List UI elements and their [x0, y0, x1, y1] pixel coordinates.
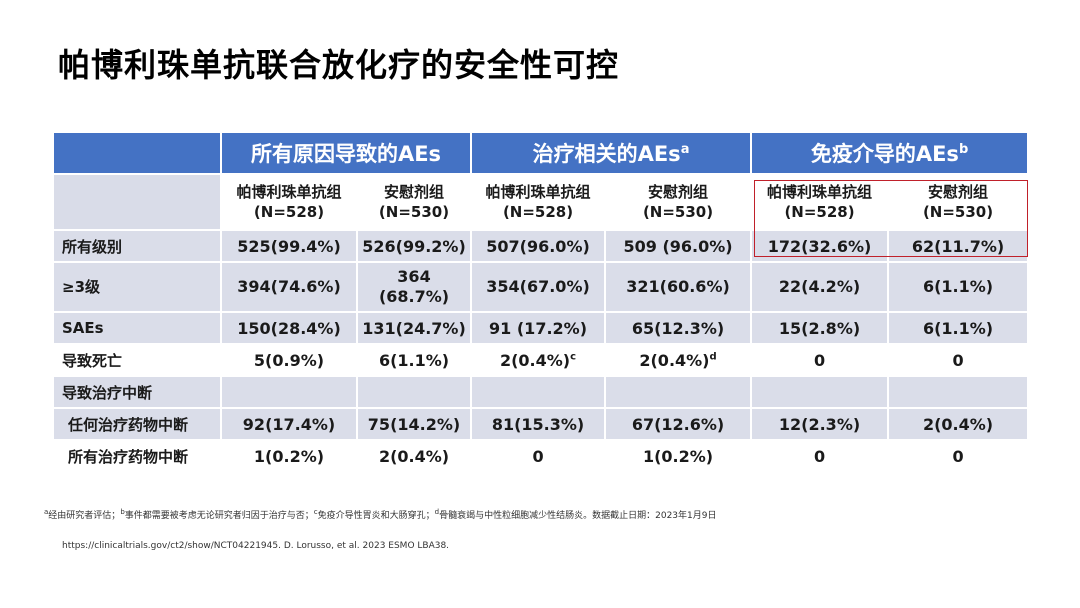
arm-header: 安慰剂组 (N=530) [604, 174, 753, 231]
table-cell: 525(99.4%) [220, 230, 358, 263]
table-cell: 131(24.7%) [355, 312, 473, 345]
table-cell: 12(2.3%) [750, 408, 890, 441]
table-cell: 0 [750, 440, 890, 473]
arm-header: 安慰剂组 (N=530) [355, 174, 473, 231]
table-cell [220, 376, 358, 409]
table-cell: 2(0.4%) [887, 408, 1030, 441]
arm-header: 安慰剂组 (N=530) [887, 174, 1030, 231]
table-cell: 2(0.4%)d [604, 344, 753, 377]
arm-header-corner [52, 174, 222, 231]
table-cell: 150(28.4%) [220, 312, 358, 345]
slide-title: 帕博利珠单抗联合放化疗的安全性可控 [58, 46, 620, 84]
row-label: 所有级别 [52, 230, 222, 263]
group-header-immune-mediated: 免疫介导的AEsb [750, 133, 1030, 175]
table-cell [887, 376, 1030, 409]
table-cell [604, 376, 753, 409]
group-header-treatment-related: 治疗相关的AEsa [470, 133, 753, 175]
table-row-death: 导致死亡 5(0.9%) 6(1.1%) 2(0.4%)c 2(0.4%)d 0… [52, 344, 1030, 377]
table-cell: 172(32.6%) [750, 230, 890, 263]
row-label: 导致治疗中断 [52, 376, 222, 409]
table-cell: 2(0.4%)c [470, 344, 607, 377]
table-row-all-grades: 所有级别 525(99.4%) 526(99.2%) 507(96.0%) 50… [52, 230, 1030, 263]
table-cell: 22(4.2%) [750, 262, 890, 313]
table-cell: 67(12.6%) [604, 408, 753, 441]
table-row-grade3plus: ≥3级 394(74.6%) 364 (68.7%) 354(67.0%) 321… [52, 262, 1030, 313]
table-cell: 526(99.2%) [355, 230, 473, 263]
table-cell: 81(15.3%) [470, 408, 607, 441]
table-cell [470, 376, 607, 409]
table-cell: 6(1.1%) [887, 312, 1030, 345]
table-cell: 1(0.2%) [220, 440, 358, 473]
group-header-row: 所有原因导致的AEs 治疗相关的AEsa 免疫介导的AEsb [52, 133, 1030, 175]
row-label: SAEs [52, 312, 222, 345]
table-cell: 6(1.1%) [355, 344, 473, 377]
arm-header: 帕博利珠单抗组 (N=528) [220, 174, 358, 231]
table-cell: 354(67.0%) [470, 262, 607, 313]
table-row-all-discontinuation: 所有治疗药物中断 1(0.2%) 2(0.4%) 0 1(0.2%) 0 0 [52, 440, 1030, 473]
table-cell: 0 [750, 344, 890, 377]
table-cell: 364 (68.7%) [355, 262, 473, 313]
table-row-saes: SAEs 150(28.4%) 131(24.7%) 91 (17.2%) 65… [52, 312, 1030, 345]
table-cell [750, 376, 890, 409]
table-cell: 65(12.3%) [604, 312, 753, 345]
table-cell: 321(60.6%) [604, 262, 753, 313]
table-cell: 75(14.2%) [355, 408, 473, 441]
table-cell: 92(17.4%) [220, 408, 358, 441]
table-cell: 0 [887, 344, 1030, 377]
table-cell: 509 (96.0%) [604, 230, 753, 263]
reference-citation: https://clinicaltrials.gov/ct2/show/NCT0… [62, 541, 450, 551]
arm-header: 帕博利珠单抗组 (N=528) [750, 174, 890, 231]
table-cell: 6(1.1%) [887, 262, 1030, 313]
table-cell: 15(2.8%) [750, 312, 890, 345]
row-label: ≥3级 [52, 262, 222, 313]
arm-header: 帕博利珠单抗组 (N=528) [470, 174, 607, 231]
table-cell [355, 376, 473, 409]
table-cell: 62(11.7%) [887, 230, 1030, 263]
table-row-any-discontinuation: 任何治疗药物中断 92(17.4%) 75(14.2%) 81(15.3%) 6… [52, 408, 1030, 441]
table-cell: 5(0.9%) [220, 344, 358, 377]
adverse-events-table: 所有原因导致的AEs 治疗相关的AEsa 免疫介导的AEsb 帕博利珠单抗组 (N… [52, 133, 1030, 473]
header-corner [52, 133, 222, 175]
row-label: 所有治疗药物中断 [52, 440, 222, 473]
table-cell: 2(0.4%) [355, 440, 473, 473]
table-row-discontinuation-header: 导致治疗中断 [52, 376, 1030, 409]
table-cell: 1(0.2%) [604, 440, 753, 473]
group-header-all-cause: 所有原因导致的AEs [219, 133, 473, 175]
row-label: 导致死亡 [52, 344, 222, 377]
footnote: a经由研究者评估；b事件都需要被考虑无论研究者归因于治疗与否；c免疫介导性胃炎和… [44, 508, 717, 521]
table-cell: 91 (17.2%) [470, 312, 607, 345]
table-cell: 0 [470, 440, 607, 473]
table-cell: 0 [887, 440, 1030, 473]
arm-header-row: 帕博利珠单抗组 (N=528) 安慰剂组 (N=530) 帕博利珠单抗组 (N=528… [52, 174, 1030, 231]
table-cell: 507(96.0%) [470, 230, 607, 263]
table-cell: 394(74.6%) [220, 262, 358, 313]
row-label: 任何治疗药物中断 [52, 408, 222, 441]
